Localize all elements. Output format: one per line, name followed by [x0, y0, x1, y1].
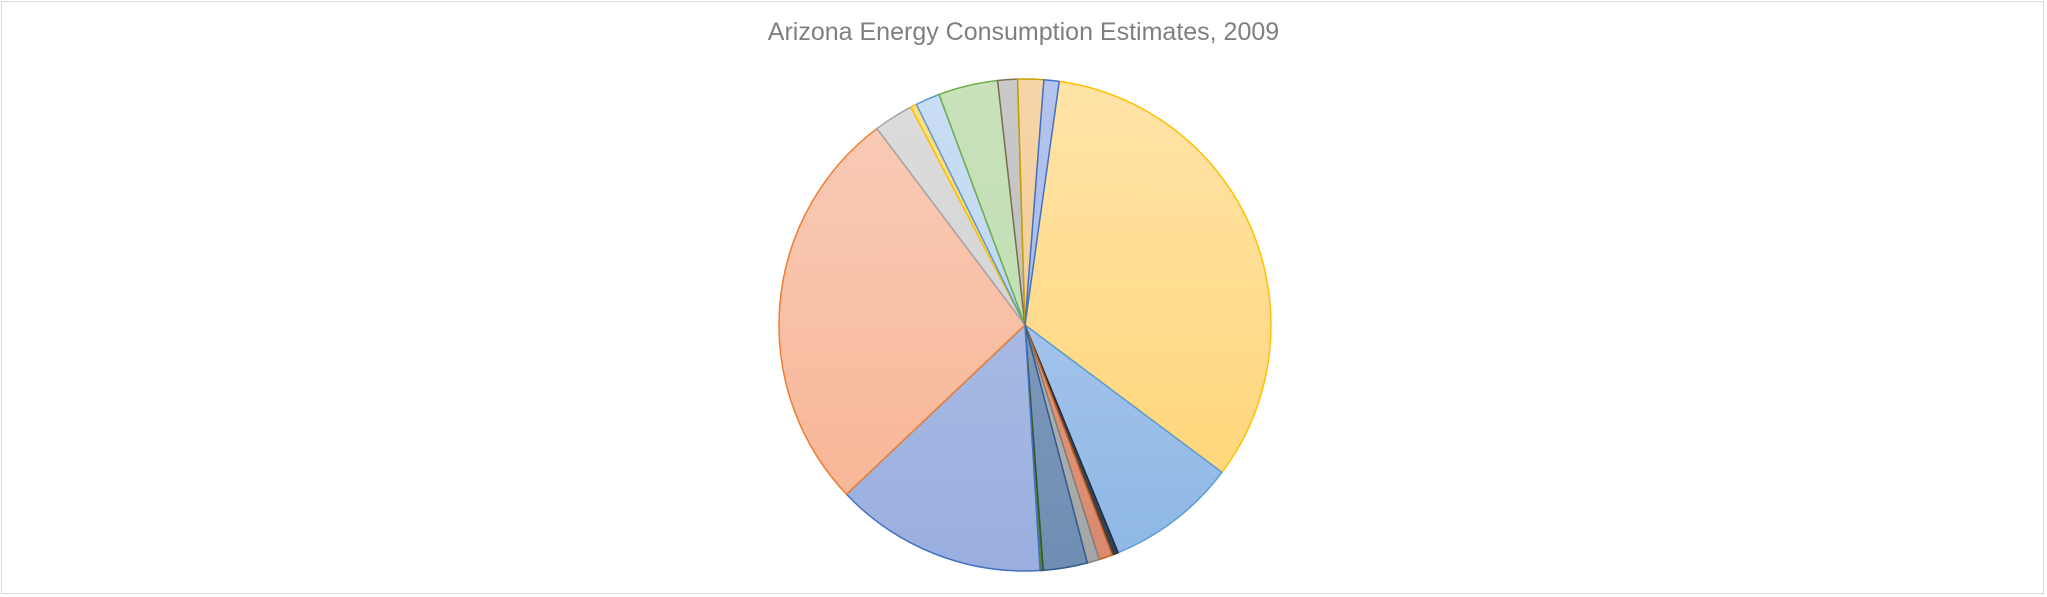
pie-slice-9 — [778, 127, 1026, 496]
pie-slice-2 — [1024, 324, 1223, 554]
pie-slice-8 — [845, 324, 1041, 572]
pie-slices — [778, 78, 1272, 572]
pie-slice-1 — [1024, 80, 1272, 474]
chart-title: Arizona Energy Consumption Estimates, 20… — [767, 18, 1280, 46]
pie-slice-16 — [1024, 78, 1060, 326]
